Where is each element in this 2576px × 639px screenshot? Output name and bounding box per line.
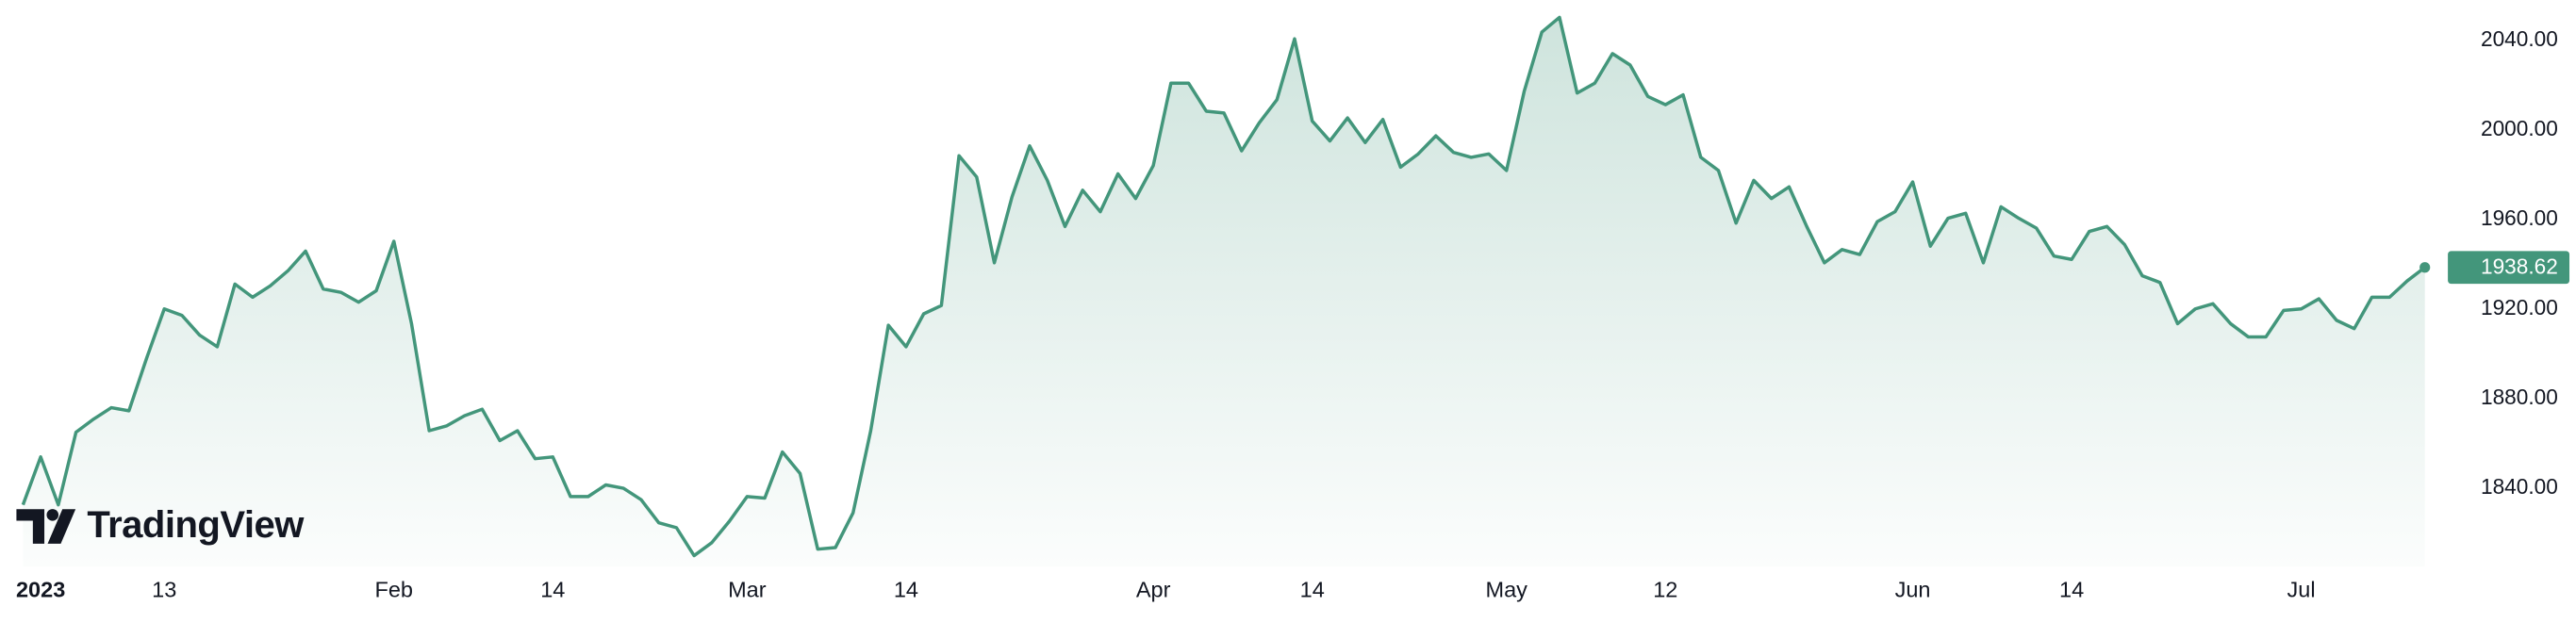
y-tick-label: 2040.00 [2481,26,2558,51]
y-tick-label: 2000.00 [2481,116,2558,140]
x-tick-label: Feb [374,578,413,602]
y-tick-label: 1880.00 [2481,385,2558,409]
x-tick-label: Jun [1895,578,1931,602]
x-tick-label: 14 [1300,578,1325,602]
y-tick-label: 1920.00 [2481,295,2558,320]
x-tick-label: 13 [152,578,176,602]
area-fill [23,17,2425,567]
x-tick-label: Mar [728,578,767,602]
y-tick-label: 1840.00 [2481,474,2558,499]
plot-area [21,15,2431,567]
x-tick-label: Jul [2287,578,2316,602]
last-value-badge [2448,251,2570,285]
x-tick-label: 2023 [16,578,65,602]
watermark-logo [16,509,76,544]
x-tick-label: 12 [1653,578,1677,602]
y-tick-label: 1960.00 [2481,205,2558,230]
watermark-text: TradingView [87,504,305,546]
x-tick-label: 14 [2059,578,2084,602]
last-value-label: 1938.62 [2481,254,2558,279]
x-tick-label: 14 [894,578,918,602]
price-line [21,15,2426,558]
last-point [2419,262,2431,273]
x-tick-label: Apr [1136,578,1171,602]
x-tick-label: 14 [540,578,565,602]
x-tick-label: May [1486,578,1528,602]
